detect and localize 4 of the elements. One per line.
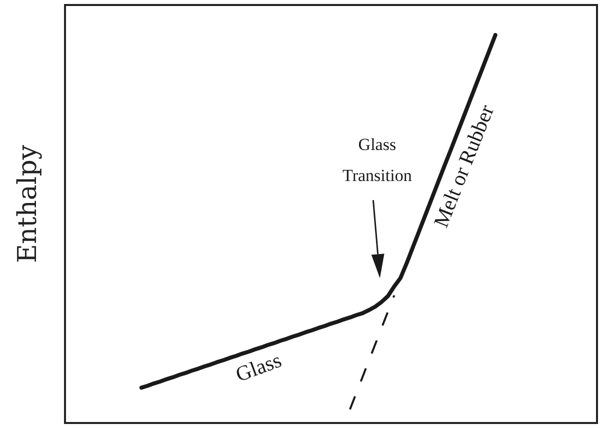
annotation: Glass <box>232 348 285 387</box>
y-axis-title: Enthalpy <box>13 144 43 264</box>
annotation: Glass Transition <box>342 135 412 186</box>
annotation: Melt or Rubber <box>428 101 499 231</box>
